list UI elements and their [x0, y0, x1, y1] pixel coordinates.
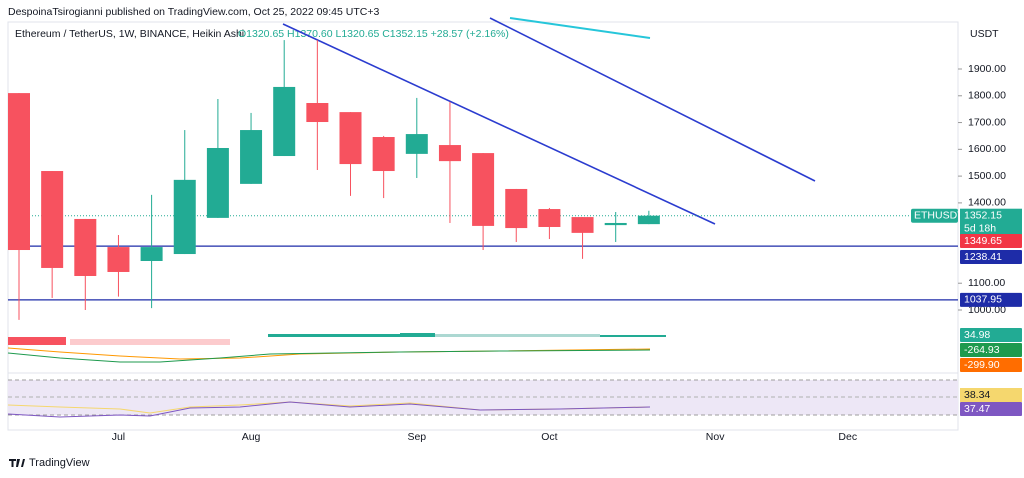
rsi-tag: 38.34 [964, 389, 990, 401]
y-tick-label: 1700.00 [968, 116, 1006, 128]
macd-tag-bg [960, 358, 1022, 372]
candle-body [8, 93, 30, 251]
candle-body [107, 247, 130, 272]
candle-body [206, 147, 229, 218]
candle-body [637, 215, 660, 225]
level-tag-bg [960, 292, 1022, 307]
candle-body [372, 137, 395, 172]
trendline [489, 17, 816, 182]
rsi-tag-bg [960, 402, 1022, 416]
symbol: Ethereum / TetherUS, 1W, BINANCE, Heikin… [15, 28, 244, 40]
candle-body [438, 145, 461, 162]
macd-tag: -264.93 [964, 344, 1000, 356]
publisher: DespoinaTsirogianni published on Trading… [8, 6, 379, 18]
countdown: 5d 18h [964, 222, 996, 234]
symbol-tag: ETHUSDT [914, 209, 964, 221]
x-tick-label: Jul [112, 431, 125, 443]
macd-tag-bg [960, 343, 1022, 357]
macd-tag: 34.98 [964, 329, 990, 341]
macd-hist [435, 334, 600, 337]
candle-body [405, 134, 428, 154]
level-tag-bg [960, 250, 1022, 264]
macd-tag: -299.90 [964, 359, 1000, 371]
candle-body [173, 179, 196, 255]
rsi-tag-bg [960, 388, 1022, 402]
y-tick-label: 1400.00 [968, 197, 1006, 209]
last-price: 1352.15 [964, 209, 1002, 221]
macd-line [7, 349, 651, 363]
level-tag: 1037.95 [964, 294, 1002, 306]
macd-tag-bg [960, 328, 1022, 342]
trendline [282, 23, 716, 225]
symbol-tag-bg [911, 208, 958, 223]
last-price-bg [960, 208, 1022, 237]
candle-body [339, 112, 362, 165]
candle-body [240, 130, 263, 184]
macd-hist [400, 333, 435, 337]
macd-hist [600, 335, 666, 337]
x-tick-label: Nov [706, 431, 725, 443]
y-tick-label: 1800.00 [968, 90, 1006, 102]
prev-tag: 1349.65 [964, 235, 1002, 247]
ohlc: O1320.65 H1370.60 L1320.65 C1352.15 +28.… [238, 28, 509, 40]
candle-body [41, 171, 64, 268]
candle-body [505, 188, 528, 229]
footer: TradingView [29, 457, 90, 469]
y-tick-label: 1600.00 [968, 143, 1006, 155]
candle-body [571, 217, 594, 233]
y-tick-label: 1900.00 [968, 63, 1006, 75]
level-tag: 1238.41 [964, 251, 1002, 263]
candle-body [472, 153, 495, 226]
macd-hist [8, 337, 66, 345]
logo [9, 459, 25, 467]
y-tick-label: 1100.00 [968, 277, 1005, 289]
x-tick-label: Oct [541, 431, 557, 443]
candle-body [140, 247, 163, 261]
y-tick-label: 1500.00 [968, 170, 1006, 182]
rsi-line [7, 401, 651, 418]
macd-hist [70, 339, 230, 345]
x-tick-label: Dec [838, 431, 857, 443]
candle-body [604, 222, 627, 226]
candle-body [306, 103, 329, 123]
x-tick-label: Aug [242, 431, 261, 443]
macd-hist [268, 334, 400, 337]
currency: USDT [970, 28, 999, 40]
candle-body [273, 86, 296, 157]
trendline [509, 17, 651, 39]
rsi-tag: 37.47 [964, 403, 990, 415]
candle-body [538, 209, 561, 227]
candle-body [74, 218, 97, 276]
x-tick-label: Sep [407, 431, 426, 443]
prev-tag-bg [960, 234, 1022, 248]
